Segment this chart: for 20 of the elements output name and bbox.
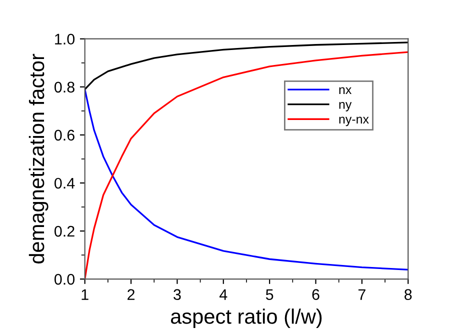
x-tick-label: 1 — [82, 289, 88, 300]
y-tick-label: 1.0 — [55, 34, 75, 45]
legend-label: ny-nx — [339, 116, 369, 126]
x-tick-label: 5 — [266, 289, 274, 300]
line-series — [84, 88, 408, 271]
y-tick-label: 0.2 — [54, 226, 74, 237]
legend-label: ny — [339, 102, 352, 112]
x-axis-title: aspect ratio (l/w) — [170, 308, 322, 328]
x-tick-label: 8 — [404, 289, 412, 300]
x-tick-label: 2 — [128, 289, 135, 300]
y-tick-label: 0.0 — [54, 274, 75, 285]
legend-label: nx — [339, 87, 352, 94]
x-tick-label: 3 — [174, 289, 181, 300]
y-tick-label: 0.8 — [54, 82, 74, 93]
y-axis-title: demagnetization factor — [28, 54, 48, 264]
y-tick-label: 0.4 — [54, 178, 75, 189]
y-tick-label: 0.6 — [54, 130, 74, 141]
x-tick-label: 7 — [358, 289, 366, 300]
x-tick-label: 4 — [219, 289, 228, 300]
x-tick-label: 6 — [312, 289, 320, 300]
